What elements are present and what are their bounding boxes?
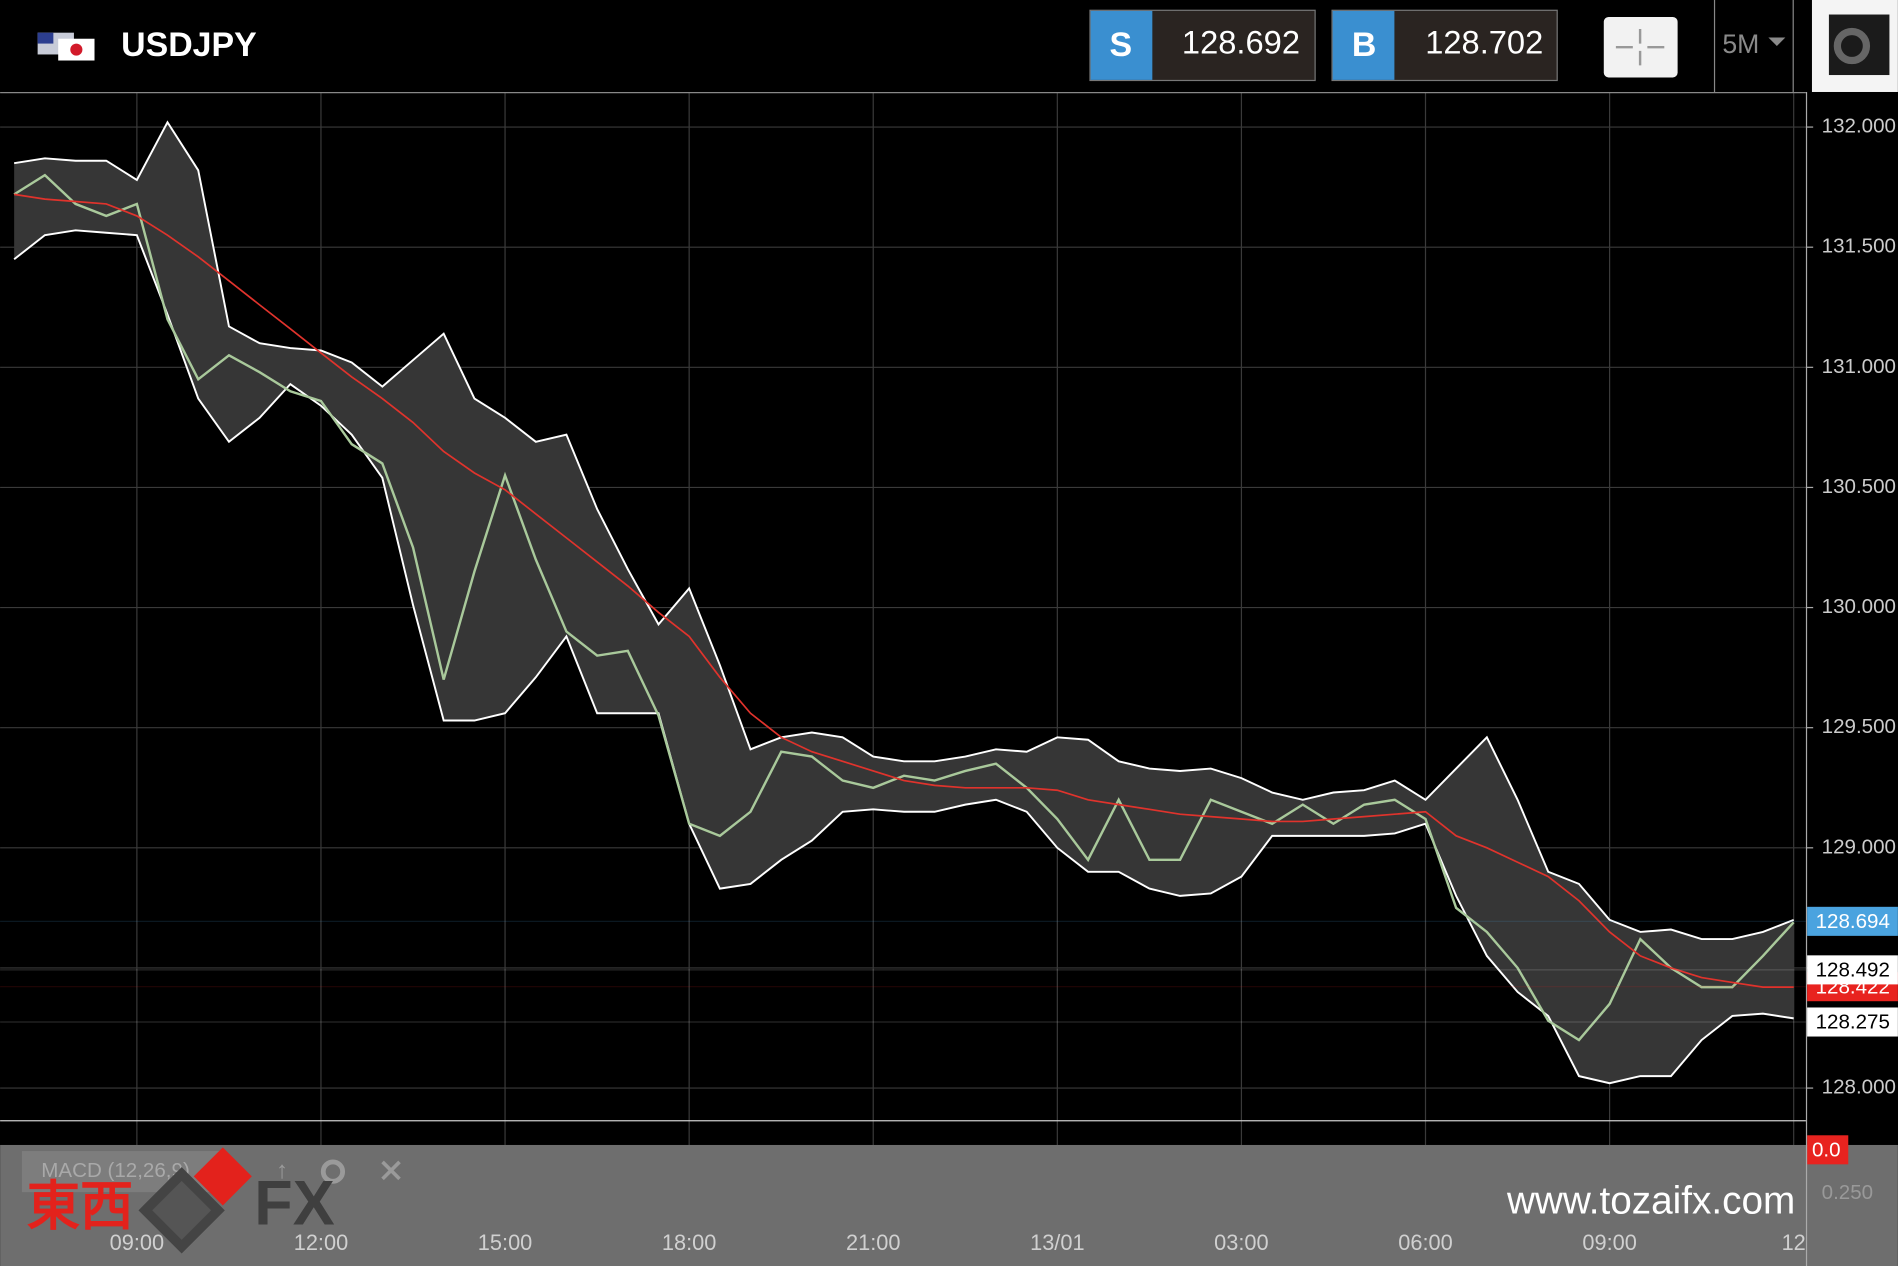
buy-label: B [1352, 26, 1376, 64]
y-tick-label: 130.000 [1822, 595, 1896, 618]
band-line [13, 120, 1795, 941]
series-line [14, 193, 1794, 988]
x-tick-label: 12 [1782, 1230, 1806, 1255]
settings-gear [1833, 27, 1871, 65]
band-fill [14, 122, 1794, 1084]
macd-settings-icon[interactable] [320, 1159, 346, 1184]
watermark-fx: FX [254, 1169, 334, 1239]
y-tick-label: 131.500 [1822, 235, 1896, 258]
flag-jp-sun [70, 43, 83, 56]
watermark: 東西 FX www.tozaifx.com [27, 1147, 1795, 1254]
price-marker [1807, 955, 1898, 985]
crosshair-button[interactable] [1603, 16, 1678, 78]
x-tick-label: 09:00 [1582, 1230, 1636, 1255]
x-tick-label: 12:00 [294, 1230, 348, 1255]
y-tick-label: 130.500 [1822, 475, 1896, 498]
watermark-brand: 東西 [27, 1177, 134, 1236]
macd-zero-label: 0.0 [1812, 1138, 1841, 1161]
macd-up-icon[interactable]: ↑ [276, 1157, 288, 1184]
watermark-logo [138, 1167, 225, 1254]
price-marker-label: 128.275 [1816, 1011, 1890, 1034]
x-tick-label: 13/01 [1030, 1230, 1084, 1255]
buy-price: 128.702 [1425, 23, 1543, 60]
header-bg [0, 0, 1898, 92]
sell-price: 128.692 [1182, 23, 1300, 60]
footer-overlay [0, 1144, 1898, 1266]
buy-tag [1332, 10, 1395, 80]
watermark-logo-red [193, 1147, 252, 1206]
series-line [13, 173, 1795, 1042]
x-tick-label: 06:00 [1398, 1230, 1452, 1255]
macd-title: MACD (12,26,9) [41, 1159, 190, 1182]
macd-close-icon[interactable] [381, 1160, 401, 1181]
watermark-url: www.tozaifx.com [1506, 1179, 1795, 1222]
macd-panel: MACD (12,26,9) ↑ 0.0 0.250 [0, 91, 1898, 1266]
y-tick-label: 131.000 [1822, 355, 1896, 378]
y-tick-label: 129.000 [1822, 835, 1896, 858]
price-marker-label: 128.694 [1816, 910, 1890, 933]
timeframe[interactable]: 5M [1722, 29, 1759, 59]
x-tick-label: 09:00 [110, 1230, 164, 1255]
header: USDJPY S 128.692 B 128.702 5M [0, 0, 1898, 94]
sell-tag [1090, 10, 1153, 80]
macd-zero-marker [1807, 1135, 1849, 1165]
price-marker-label: 128.492 [1816, 959, 1890, 982]
y-tick-label: 129.500 [1822, 715, 1896, 738]
price-marker [1807, 906, 1898, 936]
macd-low-label: 0.250 [1822, 1181, 1873, 1204]
plot-area [0, 91, 1814, 1223]
x-tick-label: 21:00 [846, 1230, 900, 1255]
price-marker [1807, 1007, 1898, 1037]
y-tick-label: 128.000 [1822, 1076, 1896, 1099]
symbol: USDJPY [121, 26, 257, 64]
x-tick-label: 15:00 [478, 1230, 532, 1255]
crosshair-icon [1615, 29, 1665, 66]
timeframe-caret [1768, 37, 1786, 46]
sell-label: S [1110, 26, 1133, 64]
x-tick-label: 18:00 [662, 1230, 716, 1255]
y-tick-label: 132.000 [1822, 114, 1896, 137]
flag-us-canton [37, 32, 54, 44]
x-tick-label: 03:00 [1214, 1230, 1268, 1255]
